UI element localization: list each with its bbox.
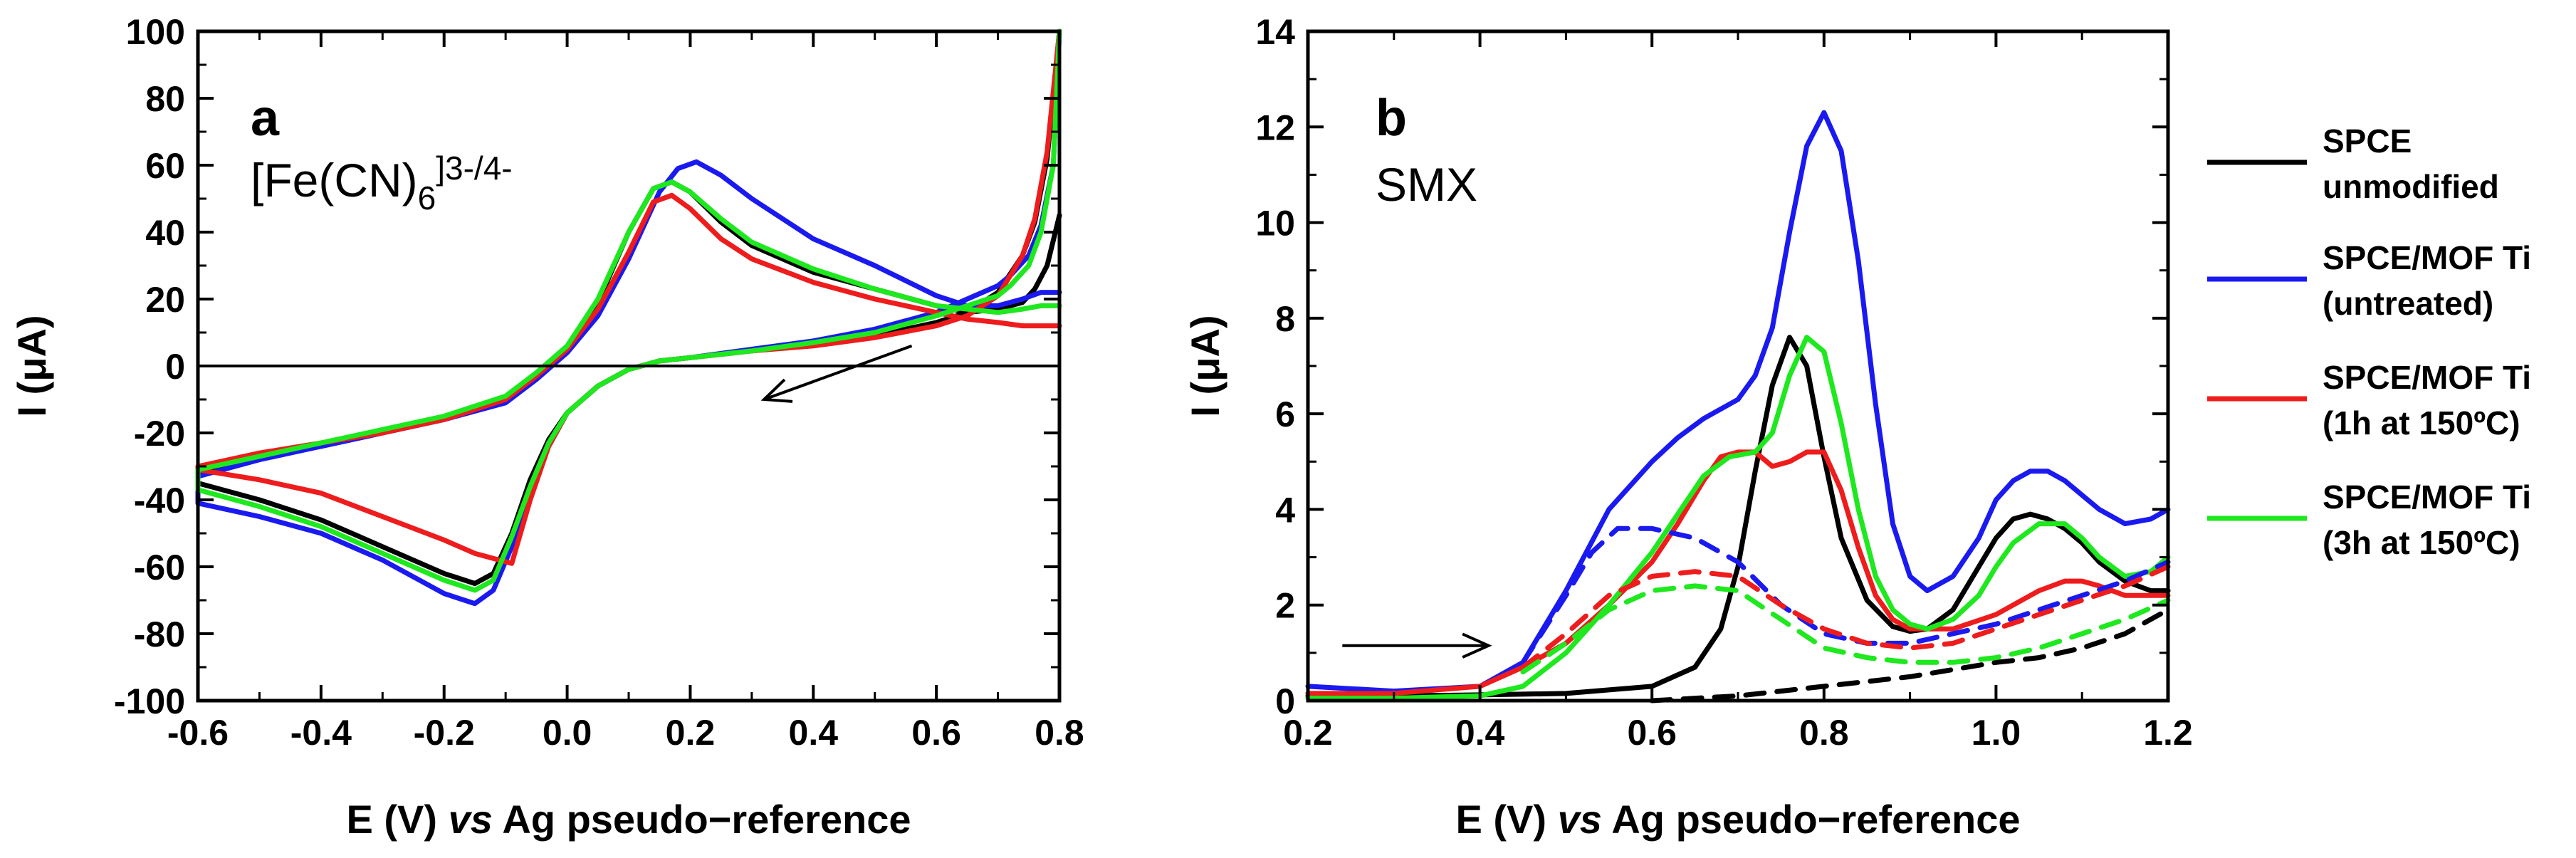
panel-b-y-tick-label: 2 [1275, 586, 1295, 626]
legend-label-line1: SPCE [2323, 122, 2412, 159]
panel-a-y-tick-label: 60 [145, 146, 185, 186]
panel-a-label-subscript: 6 [418, 179, 436, 216]
panel-a-x-tick-label: -0.6 [167, 713, 229, 753]
panel-b-y-tick-label: 12 [1255, 108, 1295, 147]
panel-b-x-tick-label: 1.2 [2143, 713, 2193, 753]
panel-b-y-tick-label: 6 [1275, 394, 1295, 434]
panel-b-series-4-dashed [1649, 607, 2171, 703]
panel-b-x-tick-label: 0.8 [1799, 713, 1849, 753]
panel-a-x-label-pre: E (V) [346, 797, 448, 842]
panel-b-series-3 [1305, 335, 2171, 701]
panel-a-y-tick-labels: 100 80 60 40 20 0 -20 -40 -60 -80 -100 [114, 12, 185, 721]
panel-a-series-0 [195, 28, 1062, 586]
panel-b-y-tick-label: 10 [1255, 204, 1295, 244]
panel-a-scan-arrow [760, 344, 913, 403]
panel-b-y-tick-label: 0 [1275, 681, 1295, 721]
legend-label-line2: (1h at 150ºC) [2323, 404, 2520, 441]
legend-label-line2: (untreated) [2323, 285, 2493, 322]
panel-a-curves [195, 28, 1062, 607]
arrow-head [1462, 632, 1492, 659]
panel-a-y-axis-label: I (μA) [9, 315, 54, 417]
legend-item: SPCE/MOF Ti (3h at 150ºC) [2207, 478, 2531, 561]
panel-b-x-label-pre: E (V) [1455, 797, 1557, 842]
panel-a-x-tick-label: -0.4 [290, 713, 352, 753]
panel-b-series-5-dashed [1520, 525, 2171, 665]
legend-label-line1: SPCE/MOF Ti [2323, 359, 2531, 396]
panel-b-x-tick-label: 0.2 [1283, 713, 1333, 753]
panel-a-x-tick-label: 0.4 [789, 713, 839, 753]
panel-b-x-label-post: Ag pseudo−reference [1602, 797, 2021, 842]
panel-b-y-tick-labels: 0 2 4 6 8 10 12 14 [1255, 12, 1295, 721]
panel-a-label-main: [Fe(CN) [251, 154, 418, 206]
panel-a-y-tick-label: -20 [134, 414, 185, 454]
panel-a-x-tick-label: 0.2 [666, 713, 716, 753]
panel-a-y-tick-label: 40 [145, 213, 185, 253]
arrow-shaft [763, 344, 913, 401]
panel-a-y-tick-label: -80 [134, 614, 185, 654]
panel-b-letter: b [1376, 90, 1407, 147]
panel-a-x-tick-label: 0.8 [1035, 713, 1084, 753]
panel-a-series-2 [195, 28, 1062, 566]
panel-a-x-tick-label: 0.0 [543, 713, 592, 753]
panel-a-y-tick-label: 80 [145, 79, 185, 119]
legend-label-line1: SPCE/MOF Ti [2323, 478, 2531, 516]
panel-b-y-tick-label: 14 [1255, 12, 1295, 52]
panel-b-plot-frame [1306, 29, 2170, 703]
panel-b-series-6-dashed [1520, 564, 2171, 670]
panel-b-series-7-dashed [1520, 583, 2171, 675]
panel-a-x-label-italic: vs [449, 797, 493, 842]
panel-a-chart: -0.6 -0.4 -0.2 0.0 0.2 0.4 0.6 0.8 100 80 60 40 20 0… [9, 12, 1084, 842]
panel-b-curves [1305, 110, 2171, 703]
panel-a-y-tick-label: -40 [134, 481, 185, 520]
legend-label-line2: unmodified [2323, 168, 2499, 205]
panel-a-label: [Fe(CN)6]3-/4- [251, 150, 513, 216]
panel-a-x-tick-labels: -0.6 -0.4 -0.2 0.0 0.2 0.4 0.6 0.8 [167, 713, 1084, 753]
panel-a-label-superscript: ]3-/4- [436, 150, 512, 187]
panel-a-y-tick-label: 100 [126, 12, 185, 52]
panel-a-letter: a [251, 90, 280, 147]
panel-b-x-tick-labels: 0.2 0.4 0.6 0.8 1.0 1.2 [1283, 713, 2193, 753]
panel-a-y-tick-label: -100 [114, 681, 185, 721]
panel-b-y-axis-label: I (μA) [1183, 315, 1227, 417]
panel-b-x-axis-label: E (V) vs Ag pseudo−reference [1455, 797, 2020, 842]
panel-b-y-tick-label: 8 [1275, 299, 1295, 339]
panel-a-x-tick-label: 0.6 [911, 713, 961, 753]
legend-item: SPCE/MOF Ti (untreated) [2207, 239, 2531, 322]
panel-b-y-tick-label: 4 [1275, 490, 1295, 530]
panel-b-series-1 [1305, 110, 2171, 694]
panel-b-x-tick-label: 0.4 [1455, 713, 1505, 753]
panel-a-ticks [197, 30, 1061, 702]
panel-a-y-tick-label: 0 [165, 347, 185, 387]
panel-a-x-label-post: Ag pseudo−reference [493, 797, 911, 842]
panel-b-x-tick-label: 1.0 [1972, 713, 2021, 753]
panel-b-ticks [1307, 30, 2169, 702]
legend-label-line2: (3h at 150ºC) [2323, 524, 2520, 561]
panel-a-series-1 [195, 28, 1062, 607]
legend-item: SPCE/MOF Ti (1h at 150ºC) [2207, 359, 2531, 441]
panel-a-y-tick-label: -60 [134, 548, 185, 587]
panel-b-x-label-italic: vs [1558, 797, 1602, 842]
panel-b-series-0 [1305, 335, 2171, 699]
legend-label-line1: SPCE/MOF Ti [2323, 239, 2531, 276]
panel-b-chart: 0.2 0.4 0.6 0.8 1.0 1.2 0 2 4 6 8 10 12 14 b SMX E (… [1183, 12, 2193, 842]
arrow-head [760, 378, 793, 403]
legend-item: SPCE unmodified [2207, 122, 2499, 205]
panel-a-x-tick-label: -0.2 [414, 713, 475, 753]
panel-a-series-3 [195, 28, 1062, 593]
panel-b-label: SMX [1376, 158, 1477, 211]
panel-a-x-axis-label: E (V) vs Ag pseudo−reference [346, 797, 911, 842]
panel-b-scan-arrow [1342, 632, 1492, 659]
panel-b-x-tick-label: 0.6 [1627, 713, 1677, 753]
panel-a-y-tick-label: 20 [145, 280, 185, 320]
